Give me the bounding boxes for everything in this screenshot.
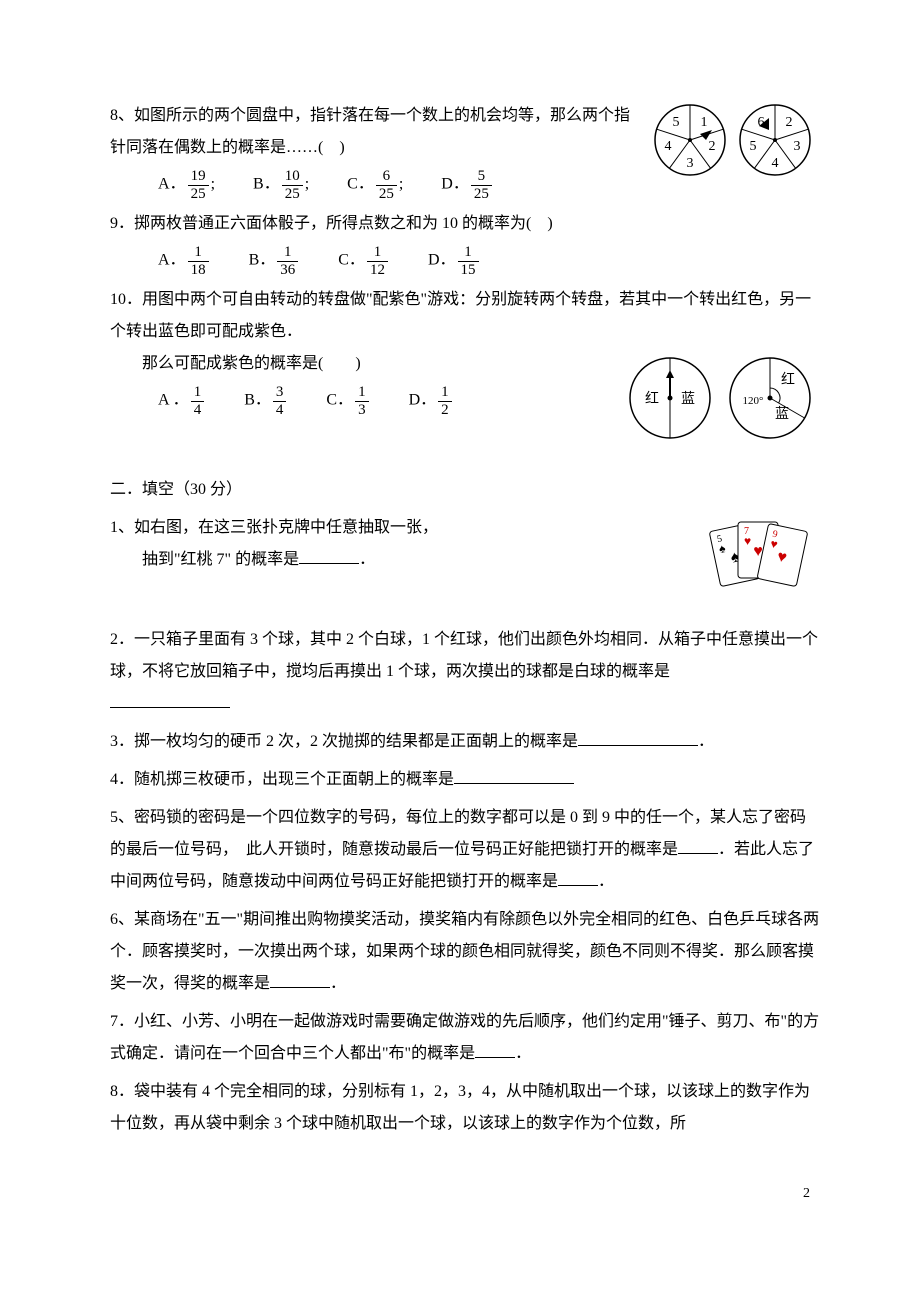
question-9: 9．掷两枚普通正六面体骰子，所得点数之和为 10 的概率为( ) A．118 B… bbox=[110, 208, 820, 278]
svg-text:蓝: 蓝 bbox=[775, 406, 789, 422]
q9-option-c: C．112 bbox=[338, 244, 390, 278]
f1-figure: 5 ♠ ♠ 7 ♥ ♥ 9 ♥ ♥ bbox=[700, 512, 820, 604]
svg-text:红: 红 bbox=[781, 372, 795, 388]
fill-4: 4．随机掷三枚硬币，出现三个正面朝上的概率是 bbox=[110, 764, 820, 796]
fill-3: 3．掷一枚均匀的硬币 2 次，2 次抛掷的结果都是正面朝上的概率是． bbox=[110, 726, 820, 758]
q8-option-d: D．525 bbox=[441, 168, 494, 202]
question-10: 10．用图中两个可自由转动的转盘做"配紫色"游戏：分别旋转两个转盘，若其中一个转… bbox=[110, 284, 820, 418]
f5-blank-2 bbox=[558, 869, 598, 886]
fill-5: 5、密码锁的密码是一个四位数字的号码，每位上的数字都可以是 0 到 9 中的任一… bbox=[110, 802, 820, 898]
svg-text:120°: 120° bbox=[743, 395, 764, 407]
q10-option-a: A ．14 bbox=[158, 384, 206, 418]
svg-text:3: 3 bbox=[687, 156, 694, 171]
question-8: 5 1 2 3 4 6 2 3 4 5 bbox=[110, 100, 820, 202]
svg-text:2: 2 bbox=[709, 139, 716, 154]
svg-text:3: 3 bbox=[794, 139, 801, 154]
svg-text:5: 5 bbox=[750, 139, 757, 154]
q10-figure: 红 蓝 红 蓝 120° bbox=[620, 348, 820, 460]
f1-blank bbox=[299, 547, 359, 564]
q9-option-a: A．118 bbox=[158, 244, 211, 278]
svg-text:5: 5 bbox=[673, 115, 680, 130]
q9-text: 9．掷两枚普通正六面体骰子，所得点数之和为 10 的概率为( ) bbox=[110, 208, 820, 240]
q10-line1: 10．用图中两个可自由转动的转盘做"配紫色"游戏：分别旋转两个转盘，若其中一个转… bbox=[110, 284, 820, 348]
svg-text:蓝: 蓝 bbox=[681, 391, 695, 407]
fill-6: 6、某商场在"五一"期间推出购物摸奖活动，摸奖箱内有除颜色以外完全相同的红色、白… bbox=[110, 904, 820, 1000]
svg-text:♥: ♥ bbox=[744, 534, 751, 548]
q10-option-d: D．12 bbox=[409, 384, 454, 418]
fill-8: 8．袋中装有 4 个完全相同的球，分别标有 1，2，3，4，从中随机取出一个球，… bbox=[110, 1076, 820, 1140]
fill-7: 7．小红、小芳、小明在一起做游戏时需要确定做游戏的先后顺序，他们约定用"锤子、剪… bbox=[110, 1006, 820, 1070]
section-2-heading: 二．填空（30 分） bbox=[110, 474, 820, 506]
svg-text:红: 红 bbox=[645, 391, 659, 407]
q8-option-a: A．1925; bbox=[158, 168, 215, 202]
q9-options: A．118 B．136 C．112 D．115 bbox=[110, 244, 820, 278]
q10-option-b: B．34 bbox=[244, 384, 288, 418]
f5-blank-1 bbox=[678, 837, 718, 854]
svg-text:1: 1 bbox=[701, 115, 708, 130]
fill-1: 5 ♠ ♠ 7 ♥ ♥ 9 ♥ ♥ 1、如右图，在这三张扑克牌中任意抽取一张， … bbox=[110, 512, 820, 576]
f4-blank bbox=[454, 767, 574, 784]
q8-figure: 5 1 2 3 4 6 2 3 4 5 bbox=[650, 100, 820, 192]
f2-blank bbox=[110, 691, 230, 708]
svg-text:2: 2 bbox=[786, 115, 793, 130]
q8-option-b: B．1025; bbox=[253, 168, 309, 202]
q9-option-d: D．115 bbox=[428, 244, 481, 278]
q8-option-c: C．625; bbox=[347, 168, 403, 202]
svg-text:4: 4 bbox=[665, 139, 672, 154]
fill-2: 2．一只箱子里面有 3 个球，其中 2 个白球，1 个红球，他们出颜色外均相同．… bbox=[110, 624, 820, 720]
f6-blank bbox=[270, 971, 330, 988]
q9-option-b: B．136 bbox=[249, 244, 301, 278]
svg-text:4: 4 bbox=[772, 156, 779, 171]
q10-option-c: C．13 bbox=[326, 384, 370, 418]
f3-blank bbox=[578, 729, 698, 746]
page-number: 2 bbox=[110, 1180, 820, 1208]
f7-blank bbox=[475, 1041, 515, 1058]
